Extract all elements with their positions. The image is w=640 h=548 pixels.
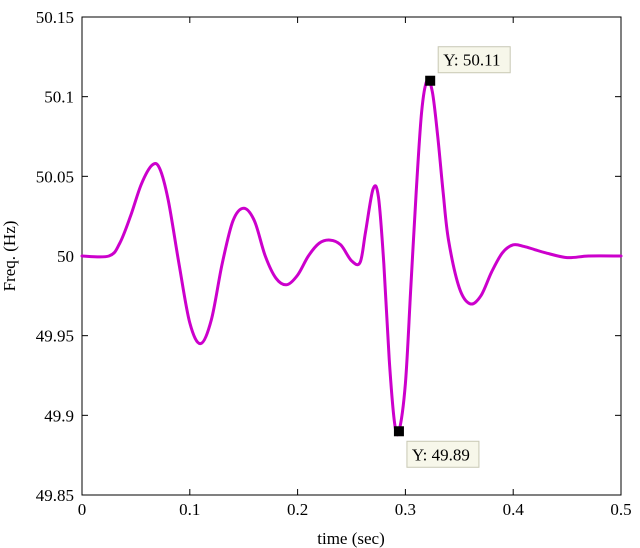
x-tick-label: 0.5 [610, 500, 631, 519]
y-tick-label: 50 [57, 247, 74, 266]
datatips: Y: 50.11 Y: 49.89 [393, 46, 511, 468]
frequency-line [80, 78, 623, 437]
datatip-label: Y: 50.11 [443, 51, 500, 70]
x-tick-label: 0.1 [179, 500, 200, 519]
x-axis-label: time (sec) [317, 529, 385, 548]
plot-area [81, 16, 622, 496]
datatip-box [437, 46, 511, 74]
y-tick-label: 49.85 [36, 486, 74, 505]
x-tick-label: 0.3 [395, 500, 416, 519]
x-axis: 0 0.1 0.2 0.3 0.4 0.5 [78, 17, 632, 519]
y-tick-label: 50.05 [36, 167, 74, 186]
y-axis: 49.85 49.9 49.95 50 50.05 50.1 50.15 [36, 8, 621, 505]
x-tick-label: 0.2 [287, 500, 308, 519]
y-tick-label: 50.1 [44, 88, 74, 107]
x-tick-label: 0.4 [503, 500, 525, 519]
datatip-label: Y: 49.89 [412, 445, 470, 464]
datatip-box [406, 440, 480, 468]
datatip-marker [425, 75, 436, 86]
x-tick-label: 0 [78, 500, 87, 519]
datatip-marker [393, 426, 404, 437]
y-axis-label: Freq. (Hz) [0, 221, 19, 292]
y-tick-label: 49.95 [36, 327, 74, 346]
y-tick-label: 50.15 [36, 8, 74, 27]
y-tick-label: 49.9 [44, 406, 74, 425]
